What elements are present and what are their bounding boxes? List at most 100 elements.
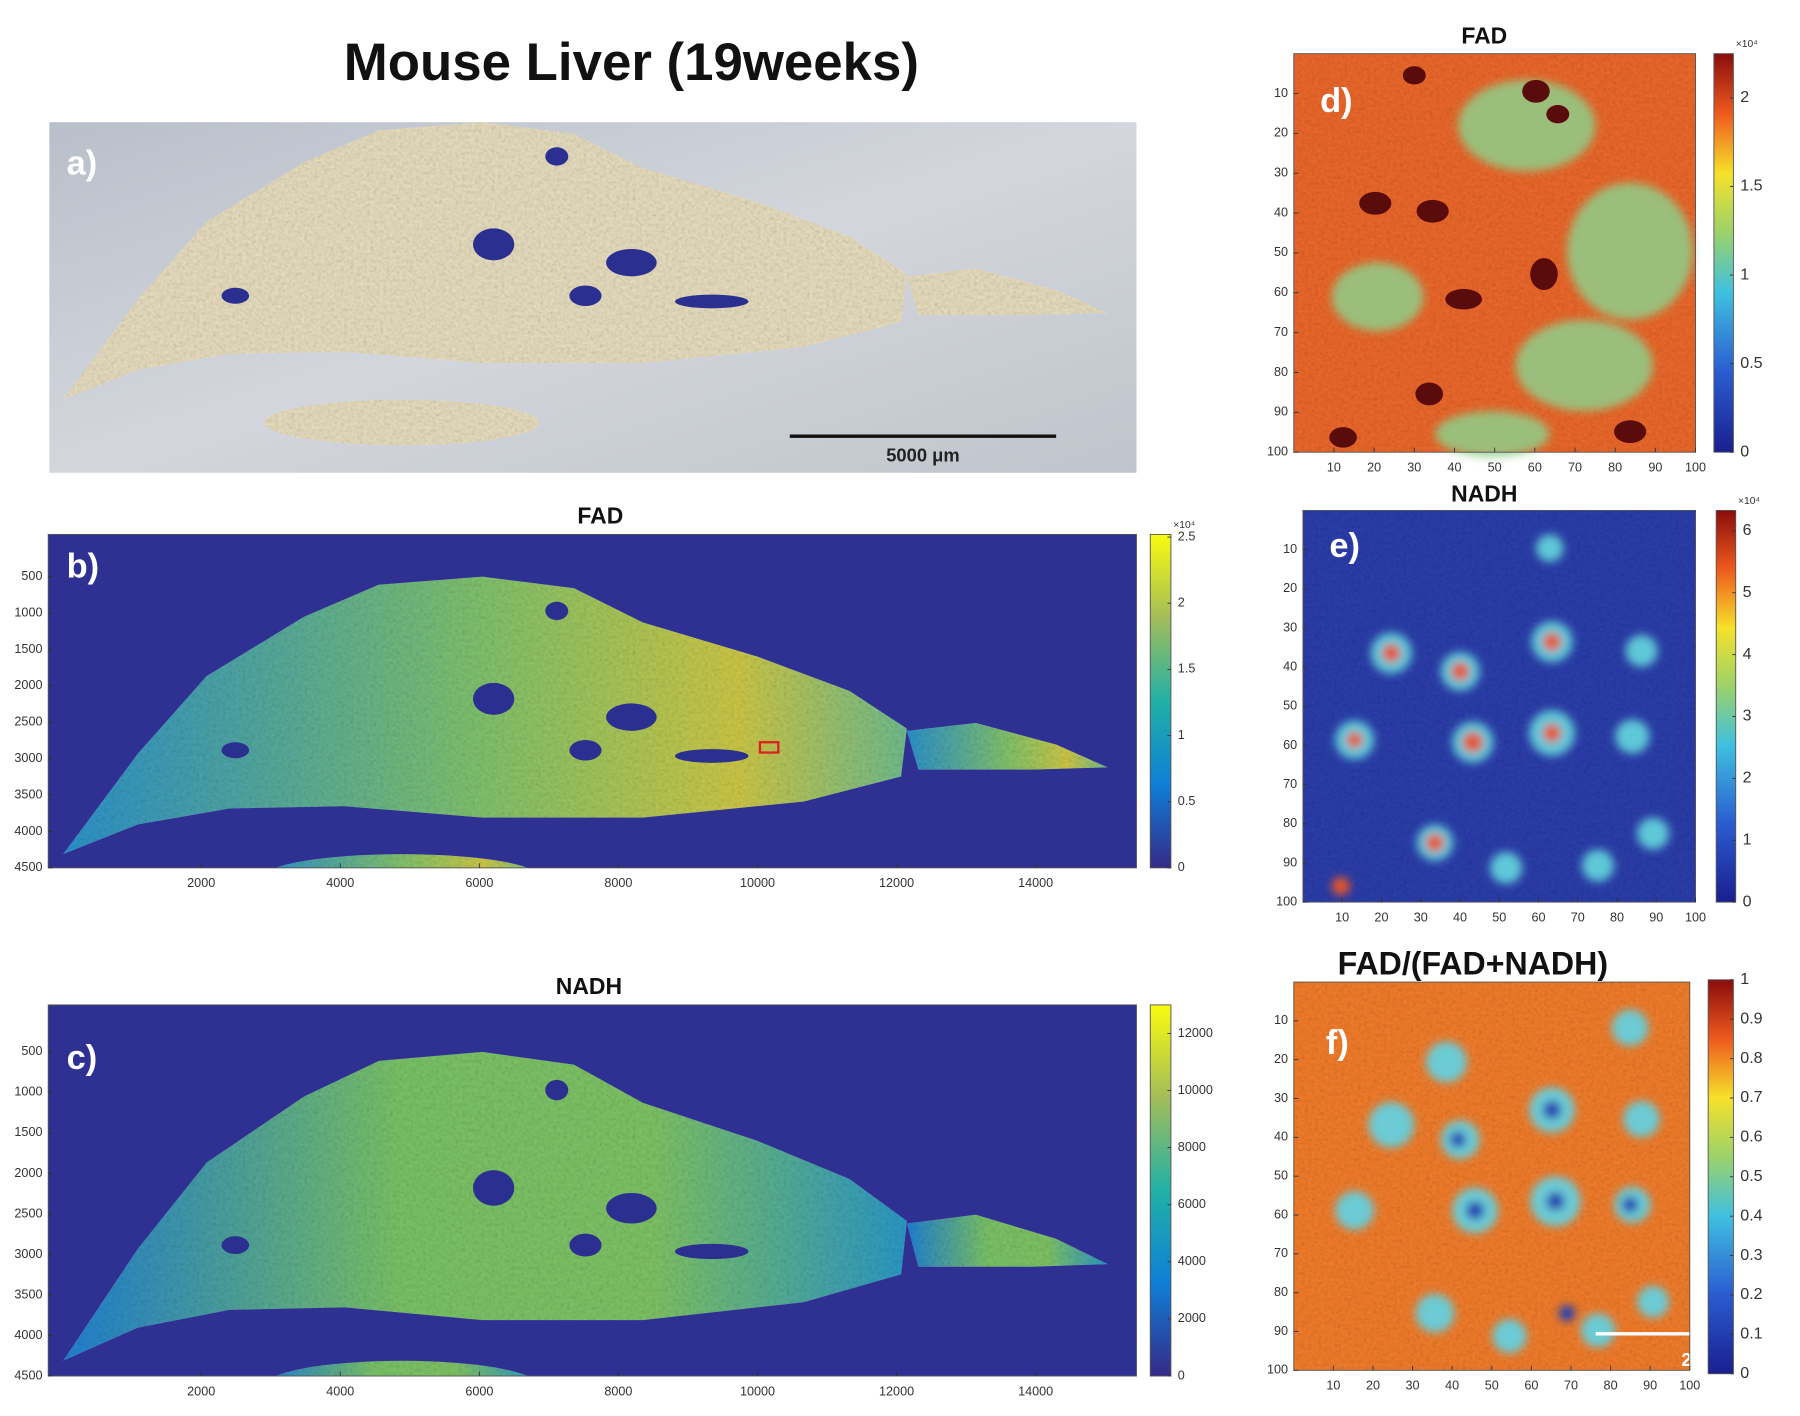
- colorbar-tick-label: 8000: [1178, 1140, 1206, 1154]
- y-tick-label: 20: [1283, 581, 1297, 595]
- plot-frame: [47, 1004, 1137, 1377]
- y-tick-label: 20: [1274, 1052, 1288, 1066]
- y-tick-label: 4500: [14, 1368, 42, 1382]
- x-tick-label: 20: [1367, 461, 1381, 475]
- x-tick-label: 6000: [465, 1384, 493, 1398]
- x-tick-label: 14000: [1018, 1384, 1053, 1398]
- colorbar-tick-label: 0.7: [1740, 1088, 1762, 1106]
- x-tick-label: 50: [1492, 910, 1506, 924]
- x-tick-label: 40: [1447, 461, 1461, 475]
- colorbar-multiplier: ×10⁴: [1738, 496, 1760, 507]
- x-tick-label: 60: [1528, 461, 1542, 475]
- y-tick-label: 50: [1274, 245, 1288, 259]
- scale-bar-label: 5000 μm: [886, 445, 959, 466]
- colorbar: [1715, 509, 1737, 903]
- y-tick-label: 60: [1274, 1207, 1288, 1221]
- y-tick-label: 10: [1274, 1013, 1288, 1027]
- y-tick-label: 100: [1267, 1363, 1288, 1377]
- colorbar-tick-label: 2: [1743, 769, 1752, 787]
- panel-c-image: [48, 1004, 1137, 1377]
- y-tick-label: 1500: [14, 642, 42, 656]
- panel-label: d): [1320, 82, 1352, 120]
- y-tick-label: 2500: [14, 1206, 42, 1220]
- x-tick-label: 70: [1571, 910, 1585, 924]
- y-tick-label: 4000: [14, 1328, 42, 1342]
- x-tick-label: 60: [1531, 910, 1545, 924]
- x-tick-label: 14000: [1018, 876, 1053, 890]
- x-tick-label: 20: [1374, 910, 1388, 924]
- colorbar-tick-label: 0: [1740, 442, 1749, 460]
- y-tick-label: 1500: [14, 1125, 42, 1139]
- y-tick-label: 2000: [14, 1166, 42, 1180]
- panel-d-image: d): [1293, 53, 1696, 457]
- x-tick-label: 12000: [879, 1384, 914, 1398]
- x-tick-label: 4000: [326, 876, 354, 890]
- x-tick-label: 30: [1407, 461, 1421, 475]
- colorbar-tick-label: 1: [1740, 970, 1749, 988]
- colorbar-tick-label: 2000: [1178, 1311, 1206, 1325]
- colorbar-tick-label: 4000: [1178, 1254, 1206, 1268]
- y-tick-label: 10: [1274, 86, 1288, 100]
- y-tick-label: 10: [1283, 542, 1297, 556]
- colorbar-tick-label: 2.5: [1178, 529, 1196, 543]
- x-tick-label: 40: [1453, 910, 1467, 924]
- colorbar-tick-label: 0.3: [1740, 1246, 1762, 1264]
- x-tick-label: 100: [1685, 461, 1706, 475]
- y-tick-label: 40: [1274, 1130, 1288, 1144]
- x-tick-label: 40: [1445, 1379, 1459, 1393]
- panel-label: a): [67, 145, 98, 183]
- x-tick-label: 10000: [740, 1384, 775, 1398]
- colorbar-tick-label: 1: [1178, 728, 1185, 742]
- colorbar-tick-label: 5: [1743, 583, 1752, 601]
- colorbar-tick-label: 0.8: [1740, 1049, 1762, 1067]
- y-tick-label: 70: [1274, 325, 1288, 339]
- colorbar-tick-label: 0.1: [1740, 1325, 1762, 1343]
- y-tick-label: 500: [21, 1044, 42, 1058]
- y-tick-label: 40: [1283, 659, 1297, 673]
- y-tick-label: 20: [1274, 126, 1288, 140]
- y-tick-label: 4500: [14, 860, 42, 874]
- x-tick-label: 90: [1649, 910, 1663, 924]
- y-tick-label: 2000: [14, 678, 42, 692]
- colorbar-tick-label: 0.4: [1740, 1206, 1762, 1224]
- y-tick-label: 1000: [14, 1085, 42, 1099]
- colorbar-tick-label: 10000: [1178, 1083, 1213, 1097]
- x-tick-label: 30: [1414, 910, 1428, 924]
- colorbar-tick-label: 0: [1740, 1364, 1749, 1382]
- x-tick-label: 70: [1564, 1379, 1578, 1393]
- colorbar-tick-label: 2: [1178, 596, 1185, 610]
- colorbar-tick-label: 1: [1743, 831, 1752, 849]
- colorbar-tick-label: 0.5: [1740, 354, 1762, 372]
- colorbar-tick-label: 3: [1743, 707, 1752, 725]
- x-tick-label: 100: [1685, 910, 1706, 924]
- x-tick-label: 6000: [465, 876, 493, 890]
- panel-label: b): [67, 548, 99, 586]
- y-tick-label: 100: [1276, 894, 1297, 908]
- y-tick-label: 3000: [14, 751, 42, 765]
- colorbar: [1149, 533, 1172, 869]
- y-tick-label: 3500: [14, 787, 42, 801]
- y-tick-label: 40: [1274, 205, 1288, 219]
- y-tick-label: 80: [1274, 365, 1288, 379]
- y-tick-label: 70: [1283, 777, 1297, 791]
- y-tick-label: 3500: [14, 1287, 42, 1301]
- y-tick-label: 80: [1274, 1285, 1288, 1299]
- x-tick-label: 50: [1485, 1379, 1499, 1393]
- x-tick-label: 2000: [187, 1384, 215, 1398]
- colorbar-tick-label: 0: [1743, 892, 1752, 910]
- y-tick-label: 3000: [14, 1247, 42, 1261]
- x-tick-label: 90: [1648, 461, 1662, 475]
- y-tick-label: 60: [1274, 285, 1288, 299]
- x-tick-label: 2000: [187, 876, 215, 890]
- colorbar-multiplier: ×10⁴: [1173, 520, 1195, 531]
- y-tick-label: 1000: [14, 605, 42, 619]
- plot-frame: [47, 533, 1137, 869]
- colorbar-tick-label: 0.9: [1740, 1009, 1762, 1027]
- y-tick-label: 60: [1283, 738, 1297, 752]
- panel-label: e): [1329, 527, 1360, 565]
- panel-b-image: [48, 534, 1137, 868]
- x-tick-label: 10: [1326, 1379, 1340, 1393]
- y-tick-label: 80: [1283, 816, 1297, 830]
- colorbar-tick-label: 2: [1740, 88, 1749, 106]
- y-tick-label: 90: [1283, 855, 1297, 869]
